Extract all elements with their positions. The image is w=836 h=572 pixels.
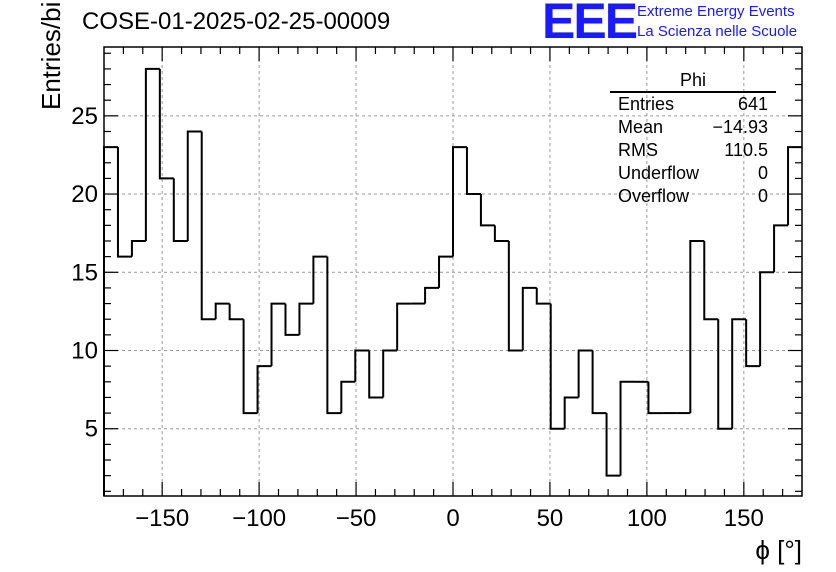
stats-title: Phi [610, 70, 776, 93]
histogram-bin [563, 396, 579, 429]
stats-row: Entries 641 [610, 93, 776, 116]
stats-label: Entries [618, 94, 675, 114]
x-tick-label: 100 [627, 505, 667, 532]
stats-value: 110.5 [724, 140, 768, 160]
histogram-bin [759, 271, 775, 367]
histogram-bin [326, 256, 342, 415]
histogram-bin [605, 413, 621, 477]
stats-label: Underflow [618, 163, 700, 183]
stats-row: Overflow 0 [610, 185, 776, 208]
stats-row: Underflow 0 [610, 162, 776, 185]
x-tick-label: 150 [724, 505, 764, 532]
histogram-bin [438, 255, 453, 288]
histogram-bin [298, 302, 314, 335]
stats-label: Overflow [618, 186, 690, 206]
histogram-bin [130, 239, 146, 257]
histogram-bin [717, 319, 733, 430]
histogram-bin [116, 147, 132, 258]
histogram-bin [535, 287, 551, 305]
histogram-bin [493, 225, 509, 242]
y-tick-label: 25 [71, 103, 98, 130]
histogram-bin [186, 130, 202, 241]
histogram-bin [689, 239, 705, 414]
histogram-bin [284, 303, 300, 336]
x-tick-label: 50 [537, 505, 564, 532]
stats-value: −14.93 [712, 117, 768, 137]
histogram-bin [591, 350, 607, 415]
x-tick-label: 0 [446, 505, 459, 532]
stats-row: RMS 110.5 [610, 139, 776, 162]
histogram-bin [549, 303, 565, 430]
logo-caption-line2: La Scienza nelle Scuole [637, 23, 798, 40]
histogram-bin [465, 147, 481, 196]
histogram-bin [577, 349, 593, 398]
logo-caption-line1: Extreme Energy Events [637, 3, 795, 20]
histogram-bin [787, 146, 802, 226]
histogram-bin [382, 349, 398, 398]
logo-caption: Extreme Energy Events La Scienza nelle S… [637, 2, 797, 42]
stats-value: 641 [737, 94, 768, 114]
stats-label: RMS [618, 140, 658, 160]
stats-value: 0 [757, 186, 768, 206]
histogram-bin [256, 365, 272, 414]
histogram-bin [731, 318, 747, 429]
histogram-bin [172, 178, 188, 242]
histogram-bin [773, 224, 789, 273]
stats-row: Mean −14.93 [610, 116, 776, 139]
histogram-bin [158, 68, 174, 180]
histogram-bin [270, 302, 286, 367]
y-tick-label: 20 [71, 181, 98, 208]
x-tick-label: −50 [336, 505, 377, 532]
histogram-bin [242, 319, 258, 415]
stats-box: Phi Entries 641 Mean −14.93 RMS 110.5 Underflo… [610, 70, 776, 208]
stats-label: Mean [618, 117, 664, 137]
histogram-bin [521, 286, 537, 351]
histogram-bin [228, 303, 244, 321]
histogram-bin [424, 286, 440, 304]
stats-value: 0 [757, 163, 768, 183]
histogram-bin [354, 349, 370, 382]
chart-title: COSE-01-2025-02-25-00009 [82, 8, 391, 35]
histogram-bin [368, 350, 384, 399]
histogram-bin [396, 302, 412, 351]
x-tick-label: −150 [135, 505, 189, 532]
histogram-bin [340, 380, 356, 414]
histogram-bin [479, 194, 495, 227]
histogram-bin [507, 240, 523, 352]
histogram-bin [745, 319, 761, 368]
histogram-bin [103, 146, 118, 496]
histogram-bin [312, 255, 328, 304]
histogram-bin [452, 146, 467, 257]
y-tick-label: 5 [85, 416, 98, 443]
histogram-bin [703, 240, 719, 321]
x-axis-label: ϕ [°] [755, 535, 802, 565]
histogram-bin [214, 302, 230, 320]
histogram-bin [619, 380, 635, 476]
histogram-bin [647, 381, 663, 415]
x-tick-label: −100 [232, 505, 286, 532]
histogram-bin [200, 131, 216, 321]
stats-rows: Entries 641 Mean −14.93 RMS 110.5 Underflow 0 Ov… [610, 93, 776, 208]
histogram-bin [144, 67, 160, 241]
y-tick-label: 15 [71, 259, 98, 286]
eee-logo: EEE [542, 0, 638, 49]
y-tick-label: 10 [71, 338, 98, 365]
